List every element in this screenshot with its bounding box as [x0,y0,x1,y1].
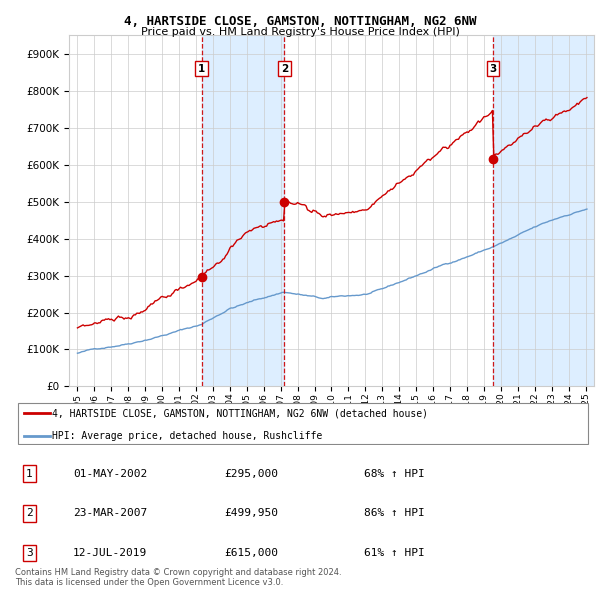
Text: 1: 1 [26,468,33,478]
Text: £295,000: £295,000 [224,468,278,478]
Bar [202,35,284,386]
Text: 01-MAY-2002: 01-MAY-2002 [73,468,148,478]
Text: 2: 2 [281,64,288,74]
FancyBboxPatch shape [18,403,588,444]
Text: HPI: Average price, detached house, Rushcliffe: HPI: Average price, detached house, Rush… [52,431,323,441]
Text: 1: 1 [198,64,205,74]
Text: 68% ↑ HPI: 68% ↑ HPI [364,468,425,478]
Text: 4, HARTSIDE CLOSE, GAMSTON, NOTTINGHAM, NG2 6NW (detached house): 4, HARTSIDE CLOSE, GAMSTON, NOTTINGHAM, … [52,408,428,418]
Text: 61% ↑ HPI: 61% ↑ HPI [364,548,425,558]
Text: 86% ↑ HPI: 86% ↑ HPI [364,509,425,518]
Text: £499,950: £499,950 [224,509,278,518]
Text: 4, HARTSIDE CLOSE, GAMSTON, NOTTINGHAM, NG2 6NW: 4, HARTSIDE CLOSE, GAMSTON, NOTTINGHAM, … [124,15,476,28]
Text: £615,000: £615,000 [224,548,278,558]
Text: 2: 2 [26,509,33,518]
Text: 3: 3 [489,64,497,74]
Text: Contains HM Land Registry data © Crown copyright and database right 2024.
This d: Contains HM Land Registry data © Crown c… [15,568,341,587]
Text: 23-MAR-2007: 23-MAR-2007 [73,509,148,518]
Text: Price paid vs. HM Land Registry's House Price Index (HPI): Price paid vs. HM Land Registry's House … [140,27,460,37]
Text: 12-JUL-2019: 12-JUL-2019 [73,548,148,558]
Bar [493,35,594,386]
Text: 3: 3 [26,548,33,558]
